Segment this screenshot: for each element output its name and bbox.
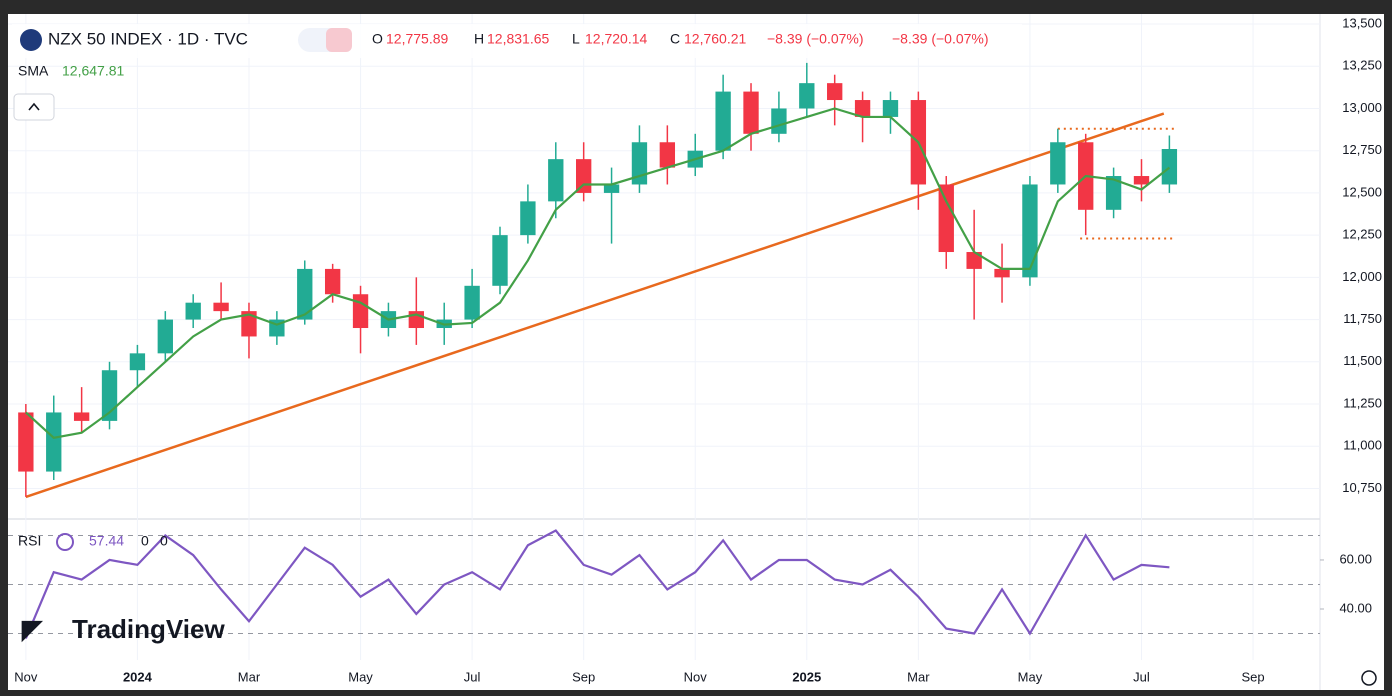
candle-body [771, 108, 787, 134]
y-tick-label: 10,750 [1342, 480, 1382, 495]
candle-body [882, 100, 899, 117]
candle-body [1161, 149, 1178, 185]
candle-body [352, 294, 369, 329]
candle-body [799, 83, 815, 109]
x-tick-label: Sep [572, 669, 595, 684]
y-tick-label: 12,750 [1342, 142, 1382, 157]
candle-body [324, 268, 341, 295]
rsi-label: RSI [18, 533, 41, 549]
candle-body [1050, 142, 1066, 185]
y-tick-label: 11,750 [1343, 311, 1382, 326]
sma-line [25, 107, 1171, 439]
candle-body [854, 100, 871, 117]
y-tick-label: 13,000 [1342, 100, 1382, 115]
candle-body [743, 91, 759, 134]
candle-body [46, 412, 62, 472]
symbol: NZX 50 INDEX · 1D · TVC [48, 29, 248, 48]
header-bg [12, 24, 1022, 58]
candle-body [994, 268, 1010, 278]
x-tick-label: May [1018, 669, 1043, 684]
rsi-param: 0 [160, 533, 168, 549]
candle-body [520, 201, 536, 236]
candle-body [715, 91, 731, 151]
indicator-button[interactable] [326, 28, 352, 52]
candle-body [241, 311, 257, 337]
candle-body [603, 184, 620, 193]
x-tick-label: Jul [464, 669, 481, 684]
marks [8, 14, 1320, 660]
h-value: 12,831.65 [487, 31, 549, 47]
c-label: C [670, 31, 680, 47]
rsi-param: 0 [141, 533, 149, 549]
x-tick-label: 2024 [123, 669, 153, 684]
change: −8.39 (−0.07%) [767, 31, 864, 47]
chart-background [8, 14, 1384, 690]
candle-body [18, 412, 34, 472]
candle-body [129, 353, 146, 371]
candle-body [1133, 176, 1150, 185]
settings-icon[interactable] [1361, 670, 1377, 686]
x-tick-label: Jul [1133, 669, 1150, 684]
brand-logo: ◤ [21, 614, 44, 644]
o-value: 12,775.89 [386, 31, 448, 47]
rsi-line [24, 529, 1170, 639]
y-tick-label: 11,500 [1343, 353, 1382, 368]
candle-body [938, 184, 954, 253]
change-percent: −8.39 (−0.07%) [892, 31, 989, 47]
candle-body [659, 142, 676, 168]
rsi-icon[interactable] [56, 533, 74, 551]
y2-tick-label: 40.00 [1339, 600, 1372, 615]
candle-body [297, 268, 313, 320]
x-tick-label: May [348, 669, 373, 684]
y-tick-label: 12,500 [1342, 184, 1382, 199]
l-label: L [572, 31, 580, 47]
x-tick-label: Nov [684, 669, 708, 684]
x-tick-label: Mar [907, 669, 930, 684]
o-label: O [372, 31, 383, 47]
candle-body [464, 285, 480, 320]
flag-icon [20, 29, 42, 51]
y-tick-label: 11,000 [1343, 438, 1382, 453]
candle-body [827, 83, 843, 101]
sma-label: SMA [18, 63, 49, 79]
candle-body [966, 252, 982, 269]
y-tick-label: 12,250 [1342, 227, 1382, 242]
sma-value: 12,647.81 [62, 63, 124, 79]
y-tick-label: 12,000 [1342, 269, 1382, 284]
y-tick-label: 13,250 [1342, 58, 1382, 73]
y-tick-label: 11,250 [1343, 395, 1382, 410]
rsi-value: 57.44 [89, 533, 124, 549]
x-tick-label: Nov [14, 669, 38, 684]
candle-body [157, 319, 173, 354]
x-tick-label: Sep [1241, 669, 1264, 684]
y2-tick-label: 60.00 [1339, 551, 1372, 566]
collapse-button[interactable] [13, 93, 55, 121]
candle-body [185, 302, 201, 320]
candle-body [1022, 184, 1038, 278]
candle-body [73, 412, 90, 421]
candle-body [576, 159, 592, 193]
brand: TradingView [72, 614, 225, 644]
candle-body [548, 159, 564, 202]
collapse-icon [28, 102, 40, 111]
x-tick-label: Mar [238, 669, 261, 684]
candle-body [492, 235, 508, 286]
y-tick-label: 13,500 [1342, 15, 1382, 30]
h-label: H [474, 31, 484, 47]
trendline [25, 112, 1165, 499]
header: NZX 50 INDEX · 1D · TVC O 12,775.89 H 12… [12, 24, 1377, 686]
l-value: 12,720.14 [585, 31, 647, 47]
x-tick-label: 2025 [792, 669, 821, 684]
c-value: 12,760.21 [684, 31, 746, 47]
candle-body [213, 302, 229, 312]
candle-body [1105, 176, 1122, 210]
